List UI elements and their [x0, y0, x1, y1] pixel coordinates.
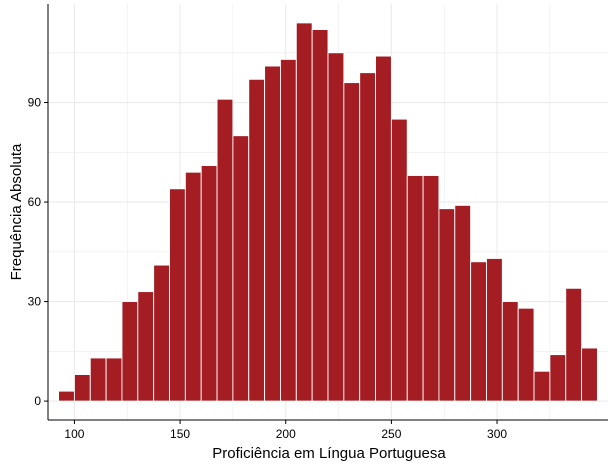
histogram-bar: [565, 287, 583, 402]
histogram-bars: [58, 22, 598, 402]
x-axis-title: Proficiência em Língua Portuguesa: [212, 445, 446, 462]
histogram-bar: [501, 301, 519, 402]
histogram-bar: [89, 357, 107, 402]
histogram-bar: [169, 188, 186, 402]
histogram-bar: [137, 291, 155, 402]
y-tick-label: 60: [28, 195, 42, 209]
histogram-bar: [200, 165, 218, 402]
histogram-bar: [121, 301, 139, 402]
y-axis-title: Frequência Absoluta: [8, 143, 25, 280]
histogram-bar: [73, 374, 91, 402]
y-tick-label: 90: [28, 96, 42, 110]
histogram-bar: [280, 58, 297, 402]
histogram-bar: [406, 175, 424, 402]
x-tick-label: 250: [381, 427, 401, 441]
x-tick-label: 300: [487, 427, 507, 441]
histogram-bar: [343, 82, 361, 402]
histogram-bar: [216, 98, 234, 402]
histogram-bar: [58, 390, 75, 402]
histogram-bar: [184, 171, 202, 402]
histogram-bar: [375, 55, 392, 402]
histogram-bar: [422, 175, 440, 402]
histogram-bar: [581, 347, 598, 402]
histogram-bar: [264, 65, 281, 402]
histogram-bar: [248, 78, 266, 402]
histogram-bar: [533, 370, 551, 402]
histogram-bar: [486, 257, 503, 402]
y-tick-label: 0: [34, 394, 41, 408]
histogram-bar: [153, 264, 170, 402]
histogram-bar: [295, 22, 313, 402]
tick-labels: 100 150 200 250 300 0 30 60 90: [28, 96, 508, 441]
histogram-bar: [232, 135, 250, 402]
histogram-bar: [311, 29, 329, 402]
axes: [44, 4, 608, 424]
histogram-bar: [549, 354, 567, 402]
histogram-bar: [359, 72, 376, 402]
x-tick-label: 100: [64, 427, 84, 441]
histogram-bar: [438, 208, 456, 402]
histogram-bar: [470, 261, 487, 402]
x-tick-label: 200: [276, 427, 296, 441]
histogram-bar: [390, 118, 408, 402]
histogram-bar: [454, 204, 472, 402]
histogram-bar: [517, 307, 535, 402]
x-tick-label: 150: [170, 427, 190, 441]
histogram-bar: [327, 52, 345, 402]
histogram-bar: [105, 357, 123, 402]
y-tick-label: 30: [28, 295, 42, 309]
